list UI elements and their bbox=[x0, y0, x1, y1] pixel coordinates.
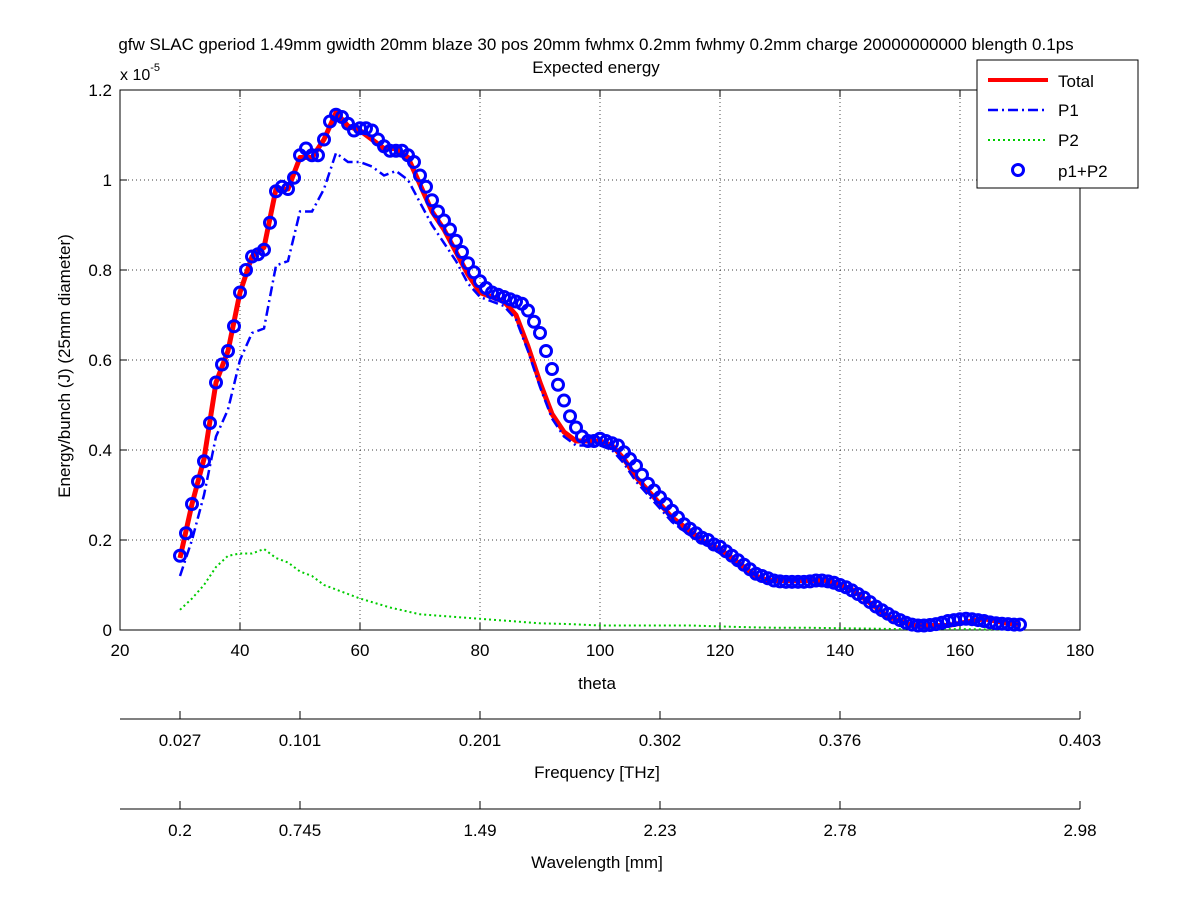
data-point bbox=[563, 409, 577, 424]
data-point bbox=[287, 170, 301, 185]
data-point bbox=[539, 344, 553, 358]
data-point bbox=[389, 143, 403, 158]
data-point bbox=[257, 242, 271, 257]
data-point bbox=[227, 319, 241, 334]
y-tick-label: 0 bbox=[103, 621, 112, 640]
data-point bbox=[407, 155, 421, 169]
secondary-tick-label: 1.49 bbox=[463, 821, 496, 840]
data-point bbox=[929, 617, 943, 632]
data-point bbox=[173, 548, 187, 563]
wavelength-axis-label: Wavelength [mm] bbox=[531, 853, 663, 872]
data-point bbox=[233, 285, 247, 300]
data-point bbox=[821, 574, 835, 589]
data-point bbox=[221, 344, 235, 358]
y-tick-label: 0.6 bbox=[88, 351, 112, 370]
data-point bbox=[449, 233, 463, 248]
data-point bbox=[1007, 617, 1021, 632]
data-point bbox=[209, 375, 223, 390]
data-point bbox=[527, 314, 541, 329]
data-point bbox=[179, 526, 193, 541]
data-point bbox=[443, 222, 457, 237]
legend: Total P1 P2 p1+P2 bbox=[976, 59, 1139, 189]
legend-label-p1: P1 bbox=[1058, 101, 1079, 120]
data-point bbox=[197, 454, 211, 469]
y-tick-label: 1 bbox=[103, 171, 112, 190]
series-p2-line bbox=[179, 547, 1020, 631]
y-tick-label: 1.2 bbox=[88, 81, 112, 100]
x-tick-label: 140 bbox=[826, 641, 854, 660]
data-point bbox=[455, 245, 469, 259]
secondary-tick-label: 0.2 bbox=[168, 821, 192, 840]
legend-label-p2: P2 bbox=[1058, 131, 1079, 150]
secondary-tick-label: 0.376 bbox=[819, 731, 862, 750]
x-tick-label: 60 bbox=[351, 641, 370, 660]
secondary-tick-label: 0.745 bbox=[279, 821, 322, 840]
data-point bbox=[191, 474, 205, 489]
x-tick-label: 100 bbox=[586, 641, 614, 660]
series-p1p2 bbox=[173, 107, 1027, 633]
data-layer bbox=[173, 107, 1027, 633]
y-axis-multiplier: x 10-5 bbox=[120, 62, 160, 84]
secondary-tick-label: 0.302 bbox=[639, 731, 682, 750]
data-point bbox=[899, 615, 913, 630]
data-point bbox=[185, 497, 199, 511]
axis-ticks: 20 40 60 80 100 120 140 160 180 0 0.2 0.4 0.6 0.8 1 1.2 bbox=[88, 81, 1094, 660]
data-point bbox=[533, 326, 547, 340]
x-tick-label: 80 bbox=[471, 641, 490, 660]
series-total-line bbox=[177, 110, 1021, 628]
x-axis-label: theta bbox=[578, 674, 616, 693]
data-point bbox=[263, 215, 277, 230]
data-point bbox=[281, 182, 295, 196]
legend-label-p1p2: p1+P2 bbox=[1058, 162, 1108, 181]
secondary-tick-label: 0.101 bbox=[279, 731, 322, 750]
frequency-axis-label: Frequency [THz] bbox=[534, 763, 660, 782]
data-point bbox=[935, 615, 949, 630]
data-point bbox=[311, 148, 325, 163]
data-point bbox=[425, 193, 439, 208]
data-point bbox=[545, 362, 559, 376]
x-tick-label: 40 bbox=[231, 641, 250, 660]
secondary-tick-label: 0.027 bbox=[159, 731, 202, 750]
x-tick-label: 160 bbox=[946, 641, 974, 660]
data-point bbox=[203, 416, 217, 430]
chart-title: gfw SLAC gperiod 1.49mm gwidth 20mm blaz… bbox=[118, 35, 1073, 54]
data-point bbox=[557, 393, 571, 408]
secondary-tick-label: 0.403 bbox=[1059, 731, 1102, 750]
legend-swatch-p1p2 bbox=[1011, 163, 1025, 177]
secondary-tick-label: 2.23 bbox=[643, 821, 676, 840]
y-tick-label: 0.2 bbox=[88, 531, 112, 550]
data-point bbox=[317, 132, 331, 147]
x-tick-label: 180 bbox=[1066, 641, 1094, 660]
data-point bbox=[419, 179, 433, 194]
secondary-tick-label: 2.78 bbox=[823, 821, 856, 840]
data-point bbox=[551, 377, 565, 392]
y-multiplier-exp: -5 bbox=[150, 62, 160, 74]
y-tick-label: 0.4 bbox=[88, 441, 112, 460]
data-point bbox=[521, 303, 535, 318]
y-multiplier-base: x 10 bbox=[120, 67, 150, 84]
secondary-tick-label: 0.201 bbox=[459, 731, 502, 750]
x-tick-label: 120 bbox=[706, 641, 734, 660]
y-axis-label: Energy/bunch (J) (25mm diameter) bbox=[55, 234, 74, 498]
y-tick-label: 0.8 bbox=[88, 261, 112, 280]
grid-layer bbox=[120, 90, 1080, 630]
data-point bbox=[305, 148, 319, 163]
legend-label-total: Total bbox=[1058, 72, 1094, 91]
x-tick-label: 20 bbox=[111, 641, 130, 660]
data-point bbox=[215, 357, 229, 372]
frequency-axis: 0.027 0.101 0.201 0.302 0.376 0.403 Frequency … bbox=[120, 711, 1101, 782]
wavelength-axis: 0.2 0.745 1.49 2.23 2.78 2.98 Wavelength [mm] bbox=[120, 801, 1097, 872]
data-point bbox=[413, 168, 427, 183]
chart-subtitle: Expected energy bbox=[532, 58, 660, 77]
data-point bbox=[1013, 617, 1027, 632]
data-point bbox=[239, 263, 253, 277]
secondary-tick-label: 2.98 bbox=[1063, 821, 1096, 840]
secondary-axes: 0.027 0.101 0.201 0.302 0.376 0.403 Frequency … bbox=[120, 711, 1101, 872]
